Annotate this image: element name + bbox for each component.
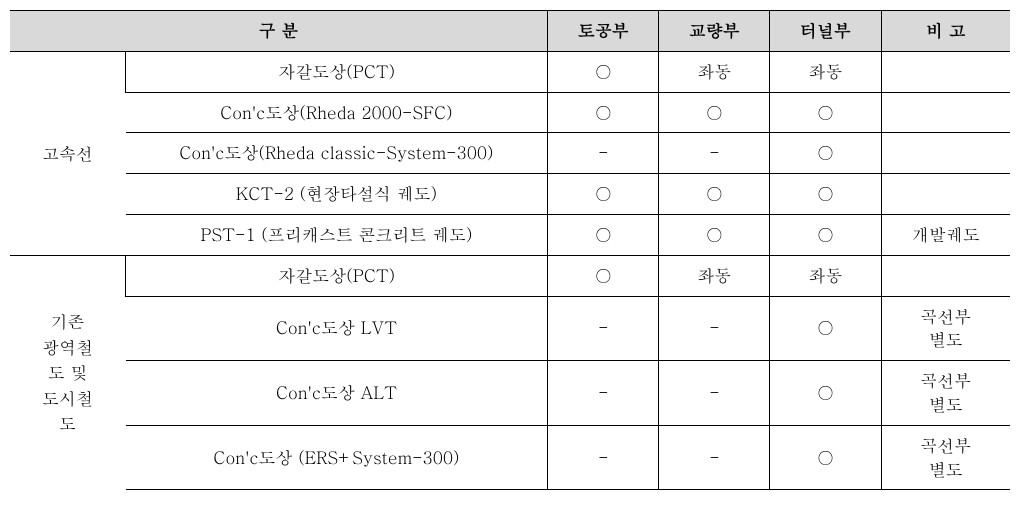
cell-c: 좌동 [770, 255, 881, 296]
cell-note: 곡선부별도 [881, 361, 1010, 426]
cell-a: - [548, 133, 659, 174]
cell-b: - [659, 361, 770, 426]
cell-note [881, 133, 1010, 174]
cell-desc: 자갈도상(PCT) [126, 255, 548, 296]
cell-c: 좌동 [770, 51, 881, 92]
table-row: Con'c도상(Rheda 2000-SFC) ○ ○ ○ [10, 92, 1010, 133]
cell-b: ○ [659, 174, 770, 215]
cell-note [881, 51, 1010, 92]
group1-label: 고속선 [10, 51, 126, 255]
cell-desc: Con'c도상 LVT [126, 296, 548, 361]
table-row: Con'c도상 ALT - - ○ 곡선부별도 [10, 361, 1010, 426]
cell-b: - [659, 425, 770, 490]
cell-a: - [548, 361, 659, 426]
cell-a: - [548, 296, 659, 361]
cell-c: ○ [770, 296, 881, 361]
header-col-a: 토공부 [548, 11, 659, 52]
cell-desc: KCT-2 (현장타설식 궤도) [126, 174, 548, 215]
cell-desc: Con'c도상 (ERS+System-300) [126, 425, 548, 490]
cell-a: ○ [548, 51, 659, 92]
cell-note [881, 174, 1010, 215]
table-row: Con'c도상(Rheda classic-System-300) - - ○ [10, 133, 1010, 174]
cell-c: ○ [770, 361, 881, 426]
table-row: Con'c도상 LVT - - ○ 곡선부별도 [10, 296, 1010, 361]
table-row: 기존광역철도 및도시철도 자갈도상(PCT) ○ 좌동 좌동 [10, 255, 1010, 296]
cell-c: ○ [770, 425, 881, 490]
cell-desc: Con'c도상(Rheda 2000-SFC) [126, 92, 548, 133]
cell-a: ○ [548, 255, 659, 296]
cell-a: ○ [548, 92, 659, 133]
cell-a: - [548, 425, 659, 490]
track-type-table: 구 분 토공부 교량부 터널부 비 고 고속선 자갈도상(PCT) ○ 좌동 좌… [10, 10, 1010, 490]
cell-note [881, 92, 1010, 133]
cell-desc: PST-1 (프리캐스트 콘크리트 궤도) [126, 214, 548, 255]
table-row: KCT-2 (현장타설식 궤도) ○ ○ ○ [10, 174, 1010, 215]
cell-desc: Con'c도상 ALT [126, 361, 548, 426]
cell-b: - [659, 133, 770, 174]
header-category: 구 분 [10, 11, 548, 52]
table-row: 고속선 자갈도상(PCT) ○ 좌동 좌동 [10, 51, 1010, 92]
cell-note [881, 255, 1010, 296]
cell-c: ○ [770, 174, 881, 215]
table-row: Con'c도상 (ERS+System-300) - - ○ 곡선부별도 [10, 425, 1010, 490]
group2-label: 기존광역철도 및도시철도 [10, 255, 126, 490]
cell-b: 좌동 [659, 255, 770, 296]
cell-desc: 자갈도상(PCT) [126, 51, 548, 92]
header-row: 구 분 토공부 교량부 터널부 비 고 [10, 11, 1010, 52]
header-col-b: 교량부 [659, 11, 770, 52]
cell-b: 좌동 [659, 51, 770, 92]
cell-note: 곡선부별도 [881, 425, 1010, 490]
cell-desc: Con'c도상(Rheda classic-System-300) [126, 133, 548, 174]
cell-c: ○ [770, 214, 881, 255]
cell-a: ○ [548, 174, 659, 215]
header-col-d: 비 고 [881, 11, 1010, 52]
cell-note: 개발궤도 [881, 214, 1010, 255]
cell-c: ○ [770, 92, 881, 133]
cell-a: ○ [548, 214, 659, 255]
cell-b: ○ [659, 214, 770, 255]
cell-b: - [659, 296, 770, 361]
cell-b: ○ [659, 92, 770, 133]
table-row: PST-1 (프리캐스트 콘크리트 궤도) ○ ○ ○ 개발궤도 [10, 214, 1010, 255]
cell-c: ○ [770, 133, 881, 174]
header-col-c: 터널부 [770, 11, 881, 52]
cell-note: 곡선부별도 [881, 296, 1010, 361]
